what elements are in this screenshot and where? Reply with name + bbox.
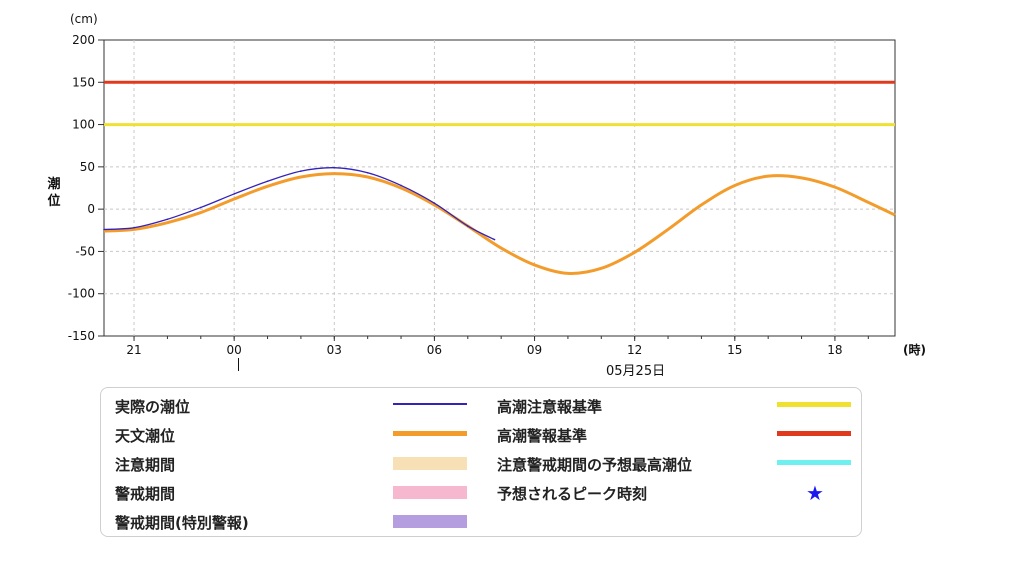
actual-tide-point <box>233 193 235 195</box>
y-tick-label: 0 <box>87 202 95 216</box>
y-axis-label-char: 位 <box>47 194 61 209</box>
legend-label-actual-tide: 実際の潮位 <box>115 398 191 416</box>
y-tick-label: 100 <box>72 118 95 132</box>
y-axis-label-char: 潮 <box>47 177 61 192</box>
legend-label-predicted-max-tide: 注意警戒期間の予想最高潮位 <box>497 456 693 474</box>
star-icon: ★ <box>806 481 824 505</box>
legend: 実際の潮位 天文潮位 注意期間 警戒期間 警戒期間(特別警報) 高潮注意報基準 … <box>100 387 862 537</box>
legend-swatch-predicted-max-tide <box>777 460 851 465</box>
y-tick-label: -50 <box>75 244 95 258</box>
legend-swatch-actual-tide <box>393 403 467 405</box>
actual-tide-point <box>133 226 135 229</box>
actual-tide-point <box>199 206 202 209</box>
y-tick-label: 50 <box>80 160 95 174</box>
legend-label-storm-surge-warning: 高潮警報基準 <box>497 427 588 445</box>
y-axis-label-line: 潮位 <box>46 176 62 210</box>
series-line-astronomical-tide <box>103 172 896 276</box>
y-tick-label: -100 <box>68 287 95 301</box>
legend-swatch-astronomical-tide <box>393 431 467 436</box>
x-tick-label: 00 <box>227 343 242 357</box>
plot-area <box>103 39 896 337</box>
actual-tide-point <box>103 228 105 231</box>
legend-label-storm-surge-advisory: 高潮注意報基準 <box>497 398 603 416</box>
legend-swatch-warning-period-special <box>393 515 467 528</box>
x-unit-label: (時) <box>903 343 926 357</box>
y-tick-label: -150 <box>68 329 95 343</box>
date-label: 05月25日 <box>606 364 666 379</box>
x-tick-label: 06 <box>427 343 442 357</box>
actual-tide-point <box>400 184 402 187</box>
x-tick-label: 18 <box>827 343 842 357</box>
y-unit-label: (cm) <box>70 12 98 26</box>
legend-label-warning-period: 警戒期間 <box>115 485 176 503</box>
legend-label-astronomical-tide: 天文潮位 <box>115 427 176 445</box>
y-tick-label: 200 <box>72 33 95 47</box>
legend-swatch-storm-surge-warning <box>777 431 851 436</box>
actual-tide-point <box>366 171 369 174</box>
x-tick-label: 12 <box>627 343 642 357</box>
actual-tide-point <box>300 170 302 172</box>
y-axis-label: 潮位 <box>46 176 62 210</box>
x-tick-label: 09 <box>527 343 542 357</box>
actual-tide-point <box>466 225 469 227</box>
legend-label-caution-period: 注意期間 <box>115 456 176 474</box>
x-tick-label: 21 <box>126 343 141 357</box>
actual-tide-point <box>433 202 436 205</box>
tide-chart: 200 150 100 50 0 -50 -100 -150 21 00 03 06 09 12 15 18 <box>68 33 896 357</box>
legend-swatch-warning-period <box>393 486 467 499</box>
legend-label-warning-period-special: 警戒期間(特別警報) <box>115 514 249 532</box>
actual-tide-point <box>333 166 336 169</box>
actual-tide-point <box>166 218 169 221</box>
legend-label-predicted-peak-time: 予想されるピーク時刻 <box>497 485 648 503</box>
y-tick-label: 150 <box>72 75 95 89</box>
actual-tide-point <box>493 238 496 241</box>
x-tick-label: 03 <box>327 343 342 357</box>
day-boundary-mark <box>238 358 239 371</box>
x-tick-label: 15 <box>727 343 742 357</box>
legend-swatch-caution-period <box>393 457 467 470</box>
legend-swatch-storm-surge-advisory <box>777 402 851 407</box>
actual-tide-point <box>266 180 269 183</box>
